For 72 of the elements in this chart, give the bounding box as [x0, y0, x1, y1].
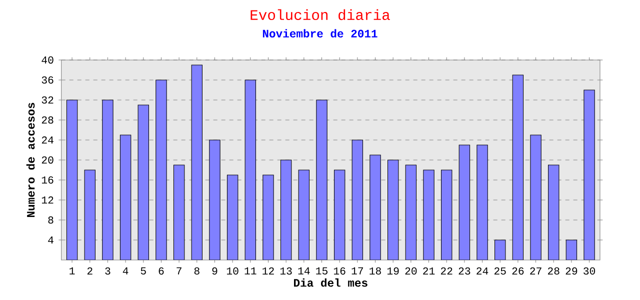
bar: [494, 240, 506, 260]
x-tick-label: 28: [548, 267, 560, 275]
x-tick-label: 23: [458, 267, 470, 275]
bar: [298, 170, 310, 260]
y-tick-label: 12: [42, 196, 54, 204]
y-tick-label: 40: [42, 56, 54, 64]
x-tick-label: 26: [512, 267, 524, 275]
x-tick-label: 4: [122, 267, 128, 274]
bar: [548, 164, 560, 260]
x-tick-label: 7: [176, 267, 182, 274]
bar: [226, 174, 238, 260]
x-tick-label: 1: [70, 267, 75, 274]
bar: [84, 170, 96, 260]
y-tick-label: 16: [42, 176, 54, 184]
chart-subtitle: Noviembre de 2011: [262, 29, 378, 38]
y-tick-label: 20: [42, 156, 54, 164]
x-tick-label: 6: [158, 267, 164, 275]
bar: [191, 64, 203, 260]
y-tick-label: 24: [42, 136, 54, 144]
x-tick-label: 22: [440, 267, 452, 274]
bar: [156, 80, 167, 260]
x-tick-label: 20: [405, 267, 417, 275]
x-tick-label: 27: [530, 267, 542, 274]
x-tick-label: 5: [140, 267, 146, 274]
x-tick-label: 21: [423, 267, 435, 274]
bar: [280, 160, 292, 260]
x-tick-label: 19: [387, 267, 399, 275]
x-tick-label: 11: [244, 267, 256, 274]
x-tick-label: 30: [584, 267, 596, 275]
bar: [102, 100, 114, 260]
bar: [458, 144, 470, 260]
y-tick-label: 32: [42, 96, 54, 104]
bar: [530, 134, 542, 260]
bar: [370, 154, 381, 260]
x-tick-label: 12: [262, 267, 274, 274]
bar: [138, 104, 149, 260]
bar: [512, 74, 524, 260]
bar: [262, 174, 274, 260]
x-tick-label: 25: [494, 267, 506, 275]
bar: [441, 170, 452, 260]
x-tick-label: 13: [280, 267, 292, 275]
chart-title: Evolucion diaria: [250, 9, 390, 20]
bar: [120, 134, 132, 260]
bar: [476, 144, 488, 260]
x-tick-label: 18: [370, 267, 381, 275]
x-tick-label: 9: [212, 267, 218, 275]
x-tick-label: 17: [352, 267, 363, 274]
y-tick-label: 4: [48, 236, 54, 244]
y-tick-label: 8: [48, 216, 54, 224]
y-axis-title: Numero de accesos: [26, 102, 35, 218]
bar: [334, 170, 346, 260]
bar: [405, 164, 417, 260]
bar: [173, 164, 185, 260]
bar: [209, 140, 220, 260]
x-tick-label: 8: [194, 267, 200, 275]
bar: [244, 80, 256, 260]
y-tick-label: 28: [42, 116, 54, 124]
bar: [566, 240, 578, 260]
x-tick-label: 24: [476, 267, 488, 274]
x-tick-label: 10: [226, 267, 238, 275]
x-tick-label: 29: [566, 267, 578, 275]
y-tick-label: 36: [42, 76, 54, 84]
x-tick-label: 16: [334, 267, 346, 275]
bar: [316, 100, 328, 260]
x-tick-label: 3: [105, 267, 110, 275]
x-tick-label: 2: [87, 267, 92, 274]
x-axis-title: Dia del mes: [294, 278, 368, 287]
bar: [423, 170, 434, 260]
bar: [387, 160, 399, 260]
x-tick-label: 15: [316, 267, 328, 274]
bar: [352, 140, 364, 260]
x-tick-label: 14: [298, 267, 310, 274]
